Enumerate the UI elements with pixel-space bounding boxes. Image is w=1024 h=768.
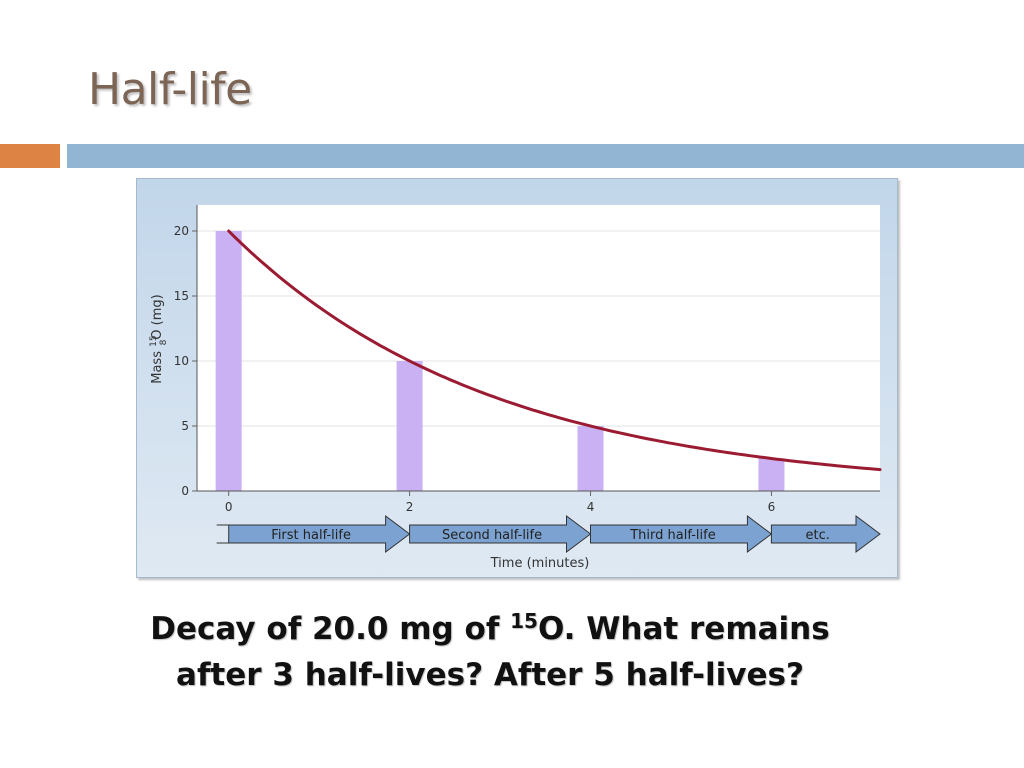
y-tick-label: 5 bbox=[181, 419, 189, 433]
half-life-label: Second half-life bbox=[442, 528, 542, 543]
y-axis-mass-number: 15 bbox=[149, 335, 159, 346]
decay-curve-group bbox=[227, 229, 882, 472]
bar bbox=[215, 231, 242, 491]
half-life-label: First half-life bbox=[271, 528, 351, 543]
chart-frame: 0 5 10 15 20 0 2 4 6 First half-life Second half-… bbox=[136, 178, 898, 578]
half-life-arrows: First half-life Second half-life Third hal… bbox=[216, 515, 881, 553]
bar bbox=[758, 458, 785, 491]
half-life-chart: 0 5 10 15 20 0 2 4 6 First half-life Second half-… bbox=[149, 205, 882, 571]
y-tick-label: 0 bbox=[181, 484, 189, 498]
half-life-arrow bbox=[590, 515, 773, 553]
y-tick-label: 15 bbox=[174, 289, 189, 303]
half-life-arrow bbox=[228, 515, 411, 553]
x-tick-label: 0 bbox=[225, 500, 233, 514]
half-life-label: Third half-life bbox=[629, 528, 715, 543]
accent-bar-orange bbox=[0, 144, 60, 168]
y-tick-label: 10 bbox=[174, 354, 189, 368]
axes: 0 5 10 15 20 0 2 4 6 bbox=[174, 205, 880, 514]
x-tick-label: 4 bbox=[587, 500, 595, 514]
bar bbox=[577, 426, 604, 491]
caption-superscript: 15 bbox=[510, 609, 538, 633]
bars bbox=[215, 231, 785, 491]
x-tick-label: 6 bbox=[768, 500, 776, 514]
caption-line-1: Decay of 20.0 mg of 15O. What remains bbox=[150, 609, 830, 647]
plot-background bbox=[197, 205, 880, 491]
x-tick-label: 2 bbox=[406, 500, 414, 514]
slide-caption: Decay of 20.0 mg of 15O. What remains af… bbox=[60, 606, 920, 698]
y-tick-label: 20 bbox=[174, 224, 189, 238]
x-axis-title: Time (minutes) bbox=[490, 556, 590, 571]
half-life-label: etc. bbox=[806, 528, 830, 543]
slide-title: Half-life bbox=[88, 64, 252, 115]
bar bbox=[396, 361, 423, 491]
y-axis-title: Mass 158O (mg) bbox=[149, 294, 169, 384]
accent-bar-blue bbox=[67, 144, 1024, 168]
y-axis-atomic-number: 8 bbox=[159, 339, 169, 345]
caption-line-2: after 3 half-lives? After 5 half-lives? bbox=[176, 657, 804, 693]
half-life-arrow bbox=[770, 515, 881, 553]
decay-curve bbox=[227, 229, 882, 472]
half-life-arrow bbox=[409, 515, 592, 553]
